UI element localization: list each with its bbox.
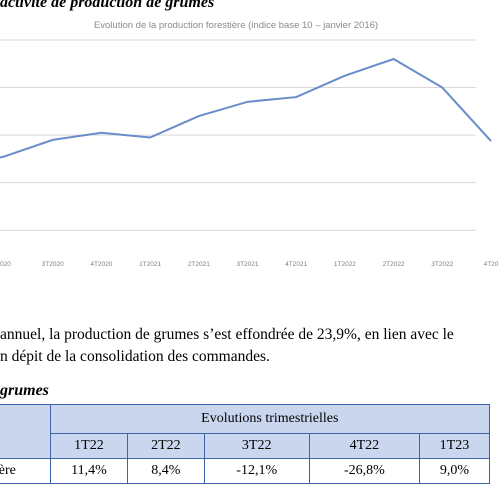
table-group-header-row: Evolutions trimestrielles: [0, 404, 491, 459]
x-tick-label: 2T2022: [383, 261, 405, 268]
production-chart: Evolution de la production forestière (i…: [0, 14, 500, 274]
column-header: 1T23: [418, 433, 491, 459]
column-header: 4T22: [308, 433, 420, 459]
x-tick-label: 4T2021: [285, 261, 307, 268]
x-tick-label: 3T2020: [42, 261, 64, 268]
table-cell: -12,1%: [203, 458, 310, 484]
column-header: 1T22: [49, 433, 129, 459]
table-cell: 8,4%: [127, 458, 205, 484]
chart-canvas: 020 3T2020 4T2020 1T2021 2T2021 3T2021 4T2021 1…: [0, 39, 499, 268]
table-corner-cell: [0, 404, 51, 459]
table-cell: 9,0%: [418, 458, 491, 484]
x-tick-label: 3T2021: [236, 261, 258, 268]
x-tick-label: 020: [0, 261, 11, 268]
paragraph-line-2: n dépit de la consolidation des commande…: [0, 348, 270, 365]
table-row: tière 11,4% 8,4% -12,1% -26,8% 9,0%: [0, 458, 491, 484]
quarterly-evolution-table: Evolutions trimestrielles 1T22 2T22 3T22…: [0, 404, 491, 484]
x-tick-label: 4T20: [484, 261, 499, 268]
row-label: tière: [0, 458, 51, 484]
x-tick-label: 1T2022: [334, 261, 356, 268]
body-paragraph: annuel, la production de grumes s’est ef…: [0, 324, 500, 368]
x-tick-label: 3T2022: [431, 261, 453, 268]
table-column-header-row: 1T22 2T22 3T22 4T22 1T23: [0, 433, 491, 459]
table-cell: -26,8%: [308, 458, 420, 484]
x-tick-label: 4T2020: [90, 261, 112, 268]
table-group-header: Evolutions trimestrielles: [49, 404, 491, 434]
paragraph-line-1: annuel, la production de grumes s’est ef…: [0, 326, 454, 343]
section-heading-production: activité de production de grumes: [0, 0, 215, 11]
column-header: 3T22: [203, 433, 310, 459]
section-heading-grumes: grumes: [0, 382, 49, 399]
x-tick-label: 1T2021: [139, 261, 161, 268]
chart-title: Evolution de la production forestière (i…: [93, 20, 379, 31]
series-line: [0, 57, 492, 159]
column-header: 2T22: [127, 433, 205, 459]
table-cell: 11,4%: [49, 458, 129, 484]
x-tick-label: 2T2021: [188, 261, 210, 268]
